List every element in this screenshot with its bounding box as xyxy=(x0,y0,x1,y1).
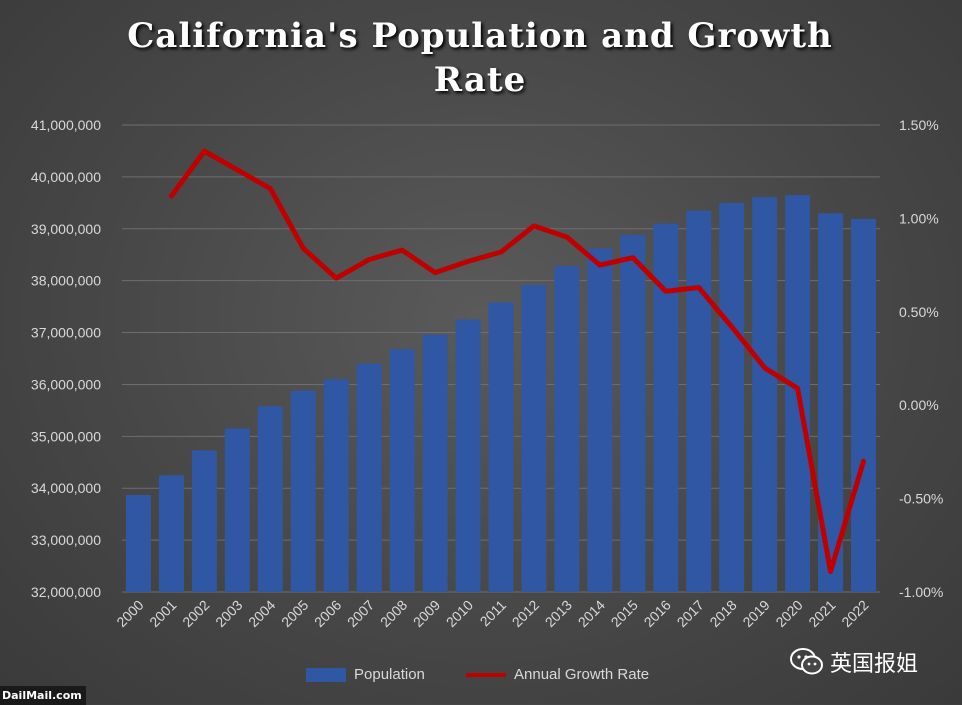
wechat-icon xyxy=(790,648,824,682)
x-axis-tick-label: 2007 xyxy=(344,597,377,630)
population-bar xyxy=(390,349,415,592)
right-axis-tick-label: 1.00% xyxy=(899,210,939,226)
population-bar xyxy=(159,475,184,592)
x-axis-tick-label: 2017 xyxy=(674,597,707,630)
x-axis-tick-label: 2015 xyxy=(608,597,641,630)
left-axis-tick-label: 36,000,000 xyxy=(31,376,101,392)
population-bar xyxy=(719,203,744,592)
left-axis-labels: 32,000,000 33,000,000 34,000,000 35,000,000… xyxy=(31,117,101,600)
population-bar xyxy=(587,248,612,592)
watermark: 英国报姐 xyxy=(790,646,918,682)
population-bar xyxy=(192,450,217,592)
x-axis-tick-label: 2014 xyxy=(575,597,608,630)
right-axis-tick-label: 0.00% xyxy=(899,397,939,413)
x-axis-tick-label: 2018 xyxy=(706,597,739,630)
population-bar xyxy=(423,335,448,592)
x-axis-tick-label: 2010 xyxy=(443,597,476,630)
x-axis-tick-label: 2002 xyxy=(179,597,212,630)
right-axis-tick-label: 1.50% xyxy=(899,117,939,133)
population-bar xyxy=(357,364,382,592)
right-axis-tick-label: 0.50% xyxy=(899,304,939,320)
left-axis-tick-label: 33,000,000 xyxy=(31,532,101,548)
x-axis-tick-label: 2009 xyxy=(410,597,443,630)
credit-label: DailMail.com xyxy=(0,686,86,705)
x-axis-tick-label: 2019 xyxy=(739,597,772,630)
x-axis-tick-label: 2005 xyxy=(278,597,311,630)
legend-item-growth-rate: Annual Growth Rate xyxy=(466,666,649,683)
legend-growth-label: Annual Growth Rate xyxy=(514,666,649,683)
x-axis-tick-label: 2006 xyxy=(311,597,344,630)
left-axis-tick-label: 40,000,000 xyxy=(31,169,101,185)
population-bar xyxy=(225,429,250,592)
watermark-text: 英国报姐 xyxy=(830,652,918,677)
x-axis-tick-label: 2016 xyxy=(641,597,674,630)
population-bar xyxy=(521,285,546,592)
x-axis-tick-label: 2003 xyxy=(212,597,245,630)
population-bar xyxy=(620,235,645,592)
x-axis-tick-label: 2012 xyxy=(509,597,542,630)
left-axis-tick-label: 35,000,000 xyxy=(31,428,101,444)
left-axis-tick-label: 32,000,000 xyxy=(31,584,101,600)
right-axis-labels: -1.00% -0.50% 0.00% 0.50% 1.00% 1.50% xyxy=(899,117,943,600)
x-axis-tick-label: 2013 xyxy=(542,597,575,630)
growth-rate-swatch xyxy=(466,673,506,677)
left-axis-tick-label: 38,000,000 xyxy=(31,273,101,289)
left-axis-tick-label: 41,000,000 xyxy=(31,117,101,133)
population-bar xyxy=(554,266,579,592)
population-bar xyxy=(752,197,777,592)
population-swatch xyxy=(306,668,346,682)
x-axis-tick-label: 2020 xyxy=(772,597,805,630)
left-axis-tick-label: 37,000,000 xyxy=(31,325,101,341)
x-axis-tick-label: 2011 xyxy=(477,597,510,630)
right-axis-tick-label: -1.00% xyxy=(899,584,943,600)
x-axis-tick-label: 2022 xyxy=(838,597,871,630)
legend-item-population: Population xyxy=(306,666,425,683)
x-axis-tick-label: 2004 xyxy=(245,597,278,630)
right-axis-tick-label: -0.50% xyxy=(899,491,943,507)
population-bar xyxy=(456,320,481,592)
x-axis-tick-label: 2008 xyxy=(377,597,410,630)
population-bar xyxy=(258,406,283,592)
population-bar xyxy=(488,302,513,592)
x-axis-tick-label: 2000 xyxy=(113,597,146,630)
legend-population-label: Population xyxy=(354,666,425,683)
x-axis-tick-label: 2001 xyxy=(146,597,179,630)
left-axis-tick-label: 39,000,000 xyxy=(31,221,101,237)
population-bar xyxy=(291,391,316,592)
population-bar xyxy=(126,495,151,592)
x-axis-tick-label: 2021 xyxy=(805,597,838,630)
population-bar xyxy=(851,219,876,592)
population-bar xyxy=(686,211,711,592)
left-axis-tick-label: 34,000,000 xyxy=(31,480,101,496)
population-bar xyxy=(324,379,349,592)
